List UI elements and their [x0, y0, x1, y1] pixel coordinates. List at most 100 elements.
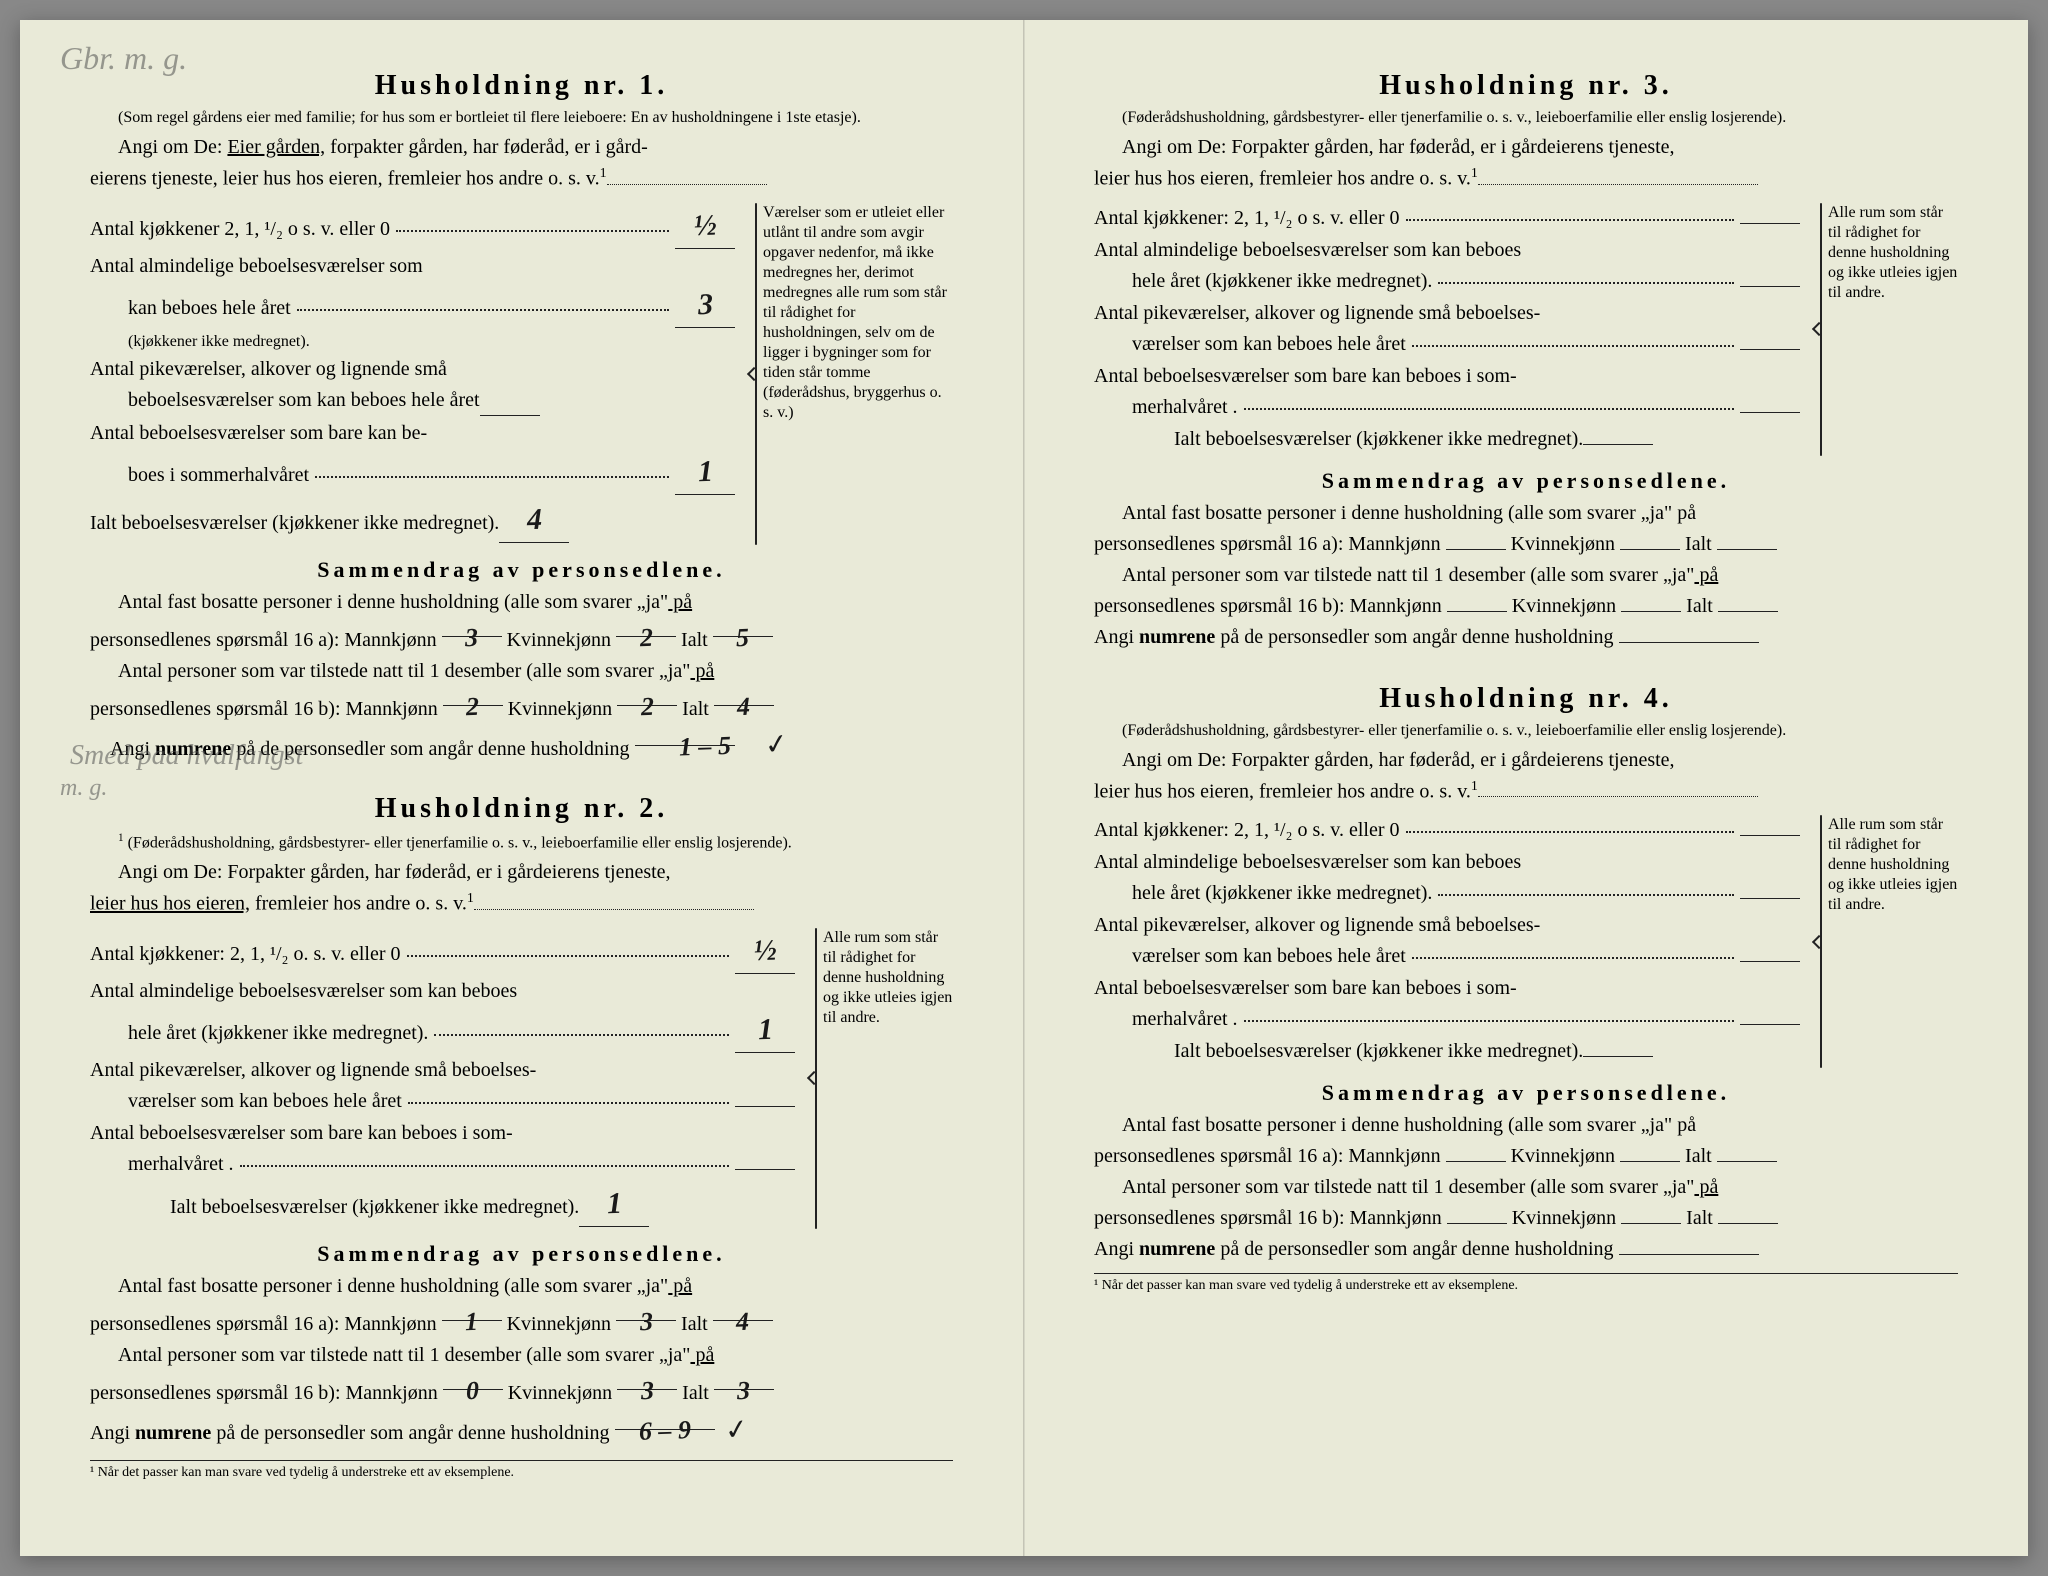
brace-icon	[749, 203, 763, 546]
hh2-fields-row: Antal kjøkkener: 2, 1, ¹/₂ o. s. v. elle…	[90, 928, 953, 1229]
hh1-kjokken: Antal kjøkkener 2, 1, ¹/₂ o s. v. eller …	[90, 203, 735, 249]
hh2-angi-rest: fremleier hos andre o. s. v.	[250, 893, 467, 915]
kv-1: Kvinnekjønn	[507, 629, 611, 651]
til4-k-v	[1621, 1205, 1681, 1224]
hh4-fields: Antal kjøkkener: 2, 1, ¹/₂ o s. v. eller…	[1094, 815, 1800, 1068]
angi-rest1: forpakter gården, har føderåd, er i gård…	[325, 136, 648, 158]
hh4-angi-2t: leier hus hos eieren, fremleier hos andr…	[1094, 780, 1471, 802]
pa-2: på	[690, 660, 714, 682]
dots	[297, 294, 669, 311]
hh4-kjokken: Antal kjøkkener: 2, 1, ¹/₂ o s. v. eller…	[1094, 815, 1800, 845]
sup-4: 1	[1471, 779, 1478, 794]
ja-3: „ja"	[637, 1275, 668, 1297]
fill-2	[474, 891, 754, 910]
kjokken-label-3: Antal kjøkkener: 2, 1, ¹/₂ o s. v. eller…	[1094, 203, 1400, 233]
fast3-l2: personsedlenes spørsmål 16 a): Mannkjønn	[1094, 533, 1441, 555]
hw-tk1: 2	[640, 687, 654, 728]
til4-i-v	[1718, 1205, 1778, 1224]
fast2-l1: Antal fast bosatte personer i denne hush…	[118, 1275, 637, 1297]
til3-l1: Antal personer som var tilstede natt til…	[1122, 564, 1663, 586]
fast4-m-v	[1446, 1143, 1506, 1162]
hw-fk2: 3	[639, 1302, 653, 1343]
hh2-heading: Husholdning nr. 2.	[90, 793, 953, 825]
hh3-angi-2: leier hus hos eieren, fremleier hos andr…	[1094, 163, 1958, 195]
som3-l2: merhalvåret .	[1132, 392, 1238, 422]
dots	[1406, 204, 1735, 221]
hh3-sammendrag-h: Sammendrag av personsedlene.	[1094, 468, 1958, 494]
pencil-note-topleft: Gbr. m. g.	[60, 40, 187, 77]
til4-l2: personsedlenes spørsmål 16 b): Mannkjønn	[1094, 1207, 1442, 1229]
hh4-angi-2: leier hus hos eieren, fremleier hos andr…	[1094, 776, 1958, 808]
fast-k-v: 2	[616, 618, 676, 637]
hh2-til-2: personsedlenes spørsmål 16 b): Mannkjønn…	[90, 1371, 953, 1409]
hh3-kjokken: Antal kjøkkener: 2, 1, ¹/₂ o s. v. eller…	[1094, 203, 1800, 233]
som4-l1: Antal beboelsesværelser som bare kan beb…	[1094, 973, 1800, 1004]
ja-7: „ja"	[1641, 1114, 1672, 1136]
pa-4: på	[690, 1344, 714, 1366]
hh1-alm: kan beboes hele året 3	[90, 282, 735, 328]
til2-i-v: 3	[714, 1371, 774, 1390]
hh1-angi-2: eierens tjeneste, leier hus hos eieren, …	[90, 163, 953, 195]
fast4-l2: personsedlenes spørsmål 16 a): Mannkjønn	[1094, 1145, 1441, 1167]
hw-fi1: 5	[736, 618, 750, 659]
num3-bold: numrene	[1139, 626, 1215, 648]
hh1-sammendrag-h: Sammendrag av personsedlene.	[90, 557, 953, 583]
til-k-v: 2	[617, 687, 677, 706]
pike2-val	[735, 1106, 795, 1107]
pike4-val	[1740, 961, 1800, 962]
ialt-7: Ialt	[1685, 1145, 1712, 1167]
som2-l2: merhalvåret .	[128, 1149, 234, 1179]
page-right: Husholdning nr. 3. (Føderådshusholdning,…	[1024, 20, 2028, 1556]
sup-2: 1	[467, 891, 474, 906]
footnote-right: ¹ Når det passer kan man svare ved tydel…	[1094, 1273, 1958, 1294]
hw-som1: 1	[697, 449, 714, 494]
kjokken-val: ½	[675, 203, 735, 249]
ialt-l: Ialt beboelsesværelser (kjøkkener ikke m…	[90, 508, 499, 538]
hh1-fields: Antal kjøkkener 2, 1, ¹/₂ o s. v. eller …	[90, 203, 735, 546]
hh1-fast-1: Antal fast bosatte personer i denne hush…	[90, 587, 953, 618]
ialt-6: Ialt	[1686, 595, 1713, 617]
dots	[1244, 1005, 1735, 1022]
til4-l1: Antal personer som var tilstede natt til…	[1122, 1176, 1663, 1198]
alm3-val	[1740, 286, 1800, 287]
hw-tm1: 2	[466, 687, 480, 728]
hh3-sommer: merhalvåret .	[1094, 392, 1800, 422]
hh1-fast-2: personsedlenes spørsmål 16 a): Mannkjønn…	[90, 618, 953, 656]
kjokken-val-4	[1740, 835, 1800, 836]
ialt-8: Ialt	[1686, 1207, 1713, 1229]
hh4-alm: hele året (kjøkkener ikke medregnet).	[1094, 878, 1800, 908]
num2-bold: numrene	[135, 1422, 211, 1444]
sidenote-text: Værelser som er utleiet eller utlånt til…	[763, 204, 947, 421]
hh3-fast-2: personsedlenes spørsmål 16 a): Mannkjønn…	[1094, 529, 1958, 560]
til4-m-v	[1447, 1205, 1507, 1224]
pike-l2: beboelsesværelser som kan beboes hele år…	[128, 385, 480, 415]
hh3-alm: hele året (kjøkkener ikke medregnet).	[1094, 266, 1800, 296]
hh3-subnote: (Føderådshusholdning, gårdsbestyrer- ell…	[1094, 108, 1958, 128]
alm2-l2: hele året (kjøkkener ikke medregnet).	[128, 1018, 428, 1048]
brace-icon-2	[809, 928, 823, 1229]
til-m-v: 2	[443, 687, 503, 706]
tick-2: ✓	[722, 1407, 751, 1453]
fast2-m-v: 1	[442, 1302, 502, 1321]
hh1-eier-underlined: Eier gården,	[227, 136, 325, 158]
fill-1	[607, 166, 767, 185]
kjokken-label: Antal kjøkkener 2, 1, ¹/₂ o s. v. eller …	[90, 214, 390, 244]
fill-3	[1478, 166, 1758, 185]
angi-prefix: Angi om De:	[118, 136, 227, 158]
alm-l1: Antal almindelige beboelsesværelser som	[90, 251, 735, 282]
kv-6: Kvinnekjønn	[1512, 595, 1616, 617]
pa-3: på	[668, 1275, 692, 1297]
hh3-sidenote: Alle rum som står til rådighet for denne…	[1818, 203, 1958, 456]
ja-5: „ja"	[1641, 502, 1672, 524]
hh4-fast-2: personsedlenes spørsmål 16 a): Mannkjønn…	[1094, 1141, 1958, 1172]
hh4-fast-1: Antal fast bosatte personer i denne hush…	[1094, 1110, 1958, 1141]
hh2-alm: hele året (kjøkkener ikke medregnet). 1	[90, 1007, 795, 1053]
hh3-til-2: personsedlenes spørsmål 16 b): Mannkjønn…	[1094, 591, 1958, 622]
hh3-numrene: Angi numrene på de personsedler som angå…	[1094, 622, 1958, 653]
hh2-angi-2: leier hus hos eieren, fremleier hos andr…	[90, 888, 953, 920]
hh3-angi-1: Angi om De: Forpakter gården, har føderå…	[1094, 132, 1958, 163]
som-l1: Antal beboelsesværelser som bare kan be-	[90, 418, 735, 449]
pike2-l1: Antal pikeværelser, alkover og lignende …	[90, 1055, 795, 1086]
pa-1: på	[668, 591, 692, 613]
hh1-angi-1: Angi om De: Eier gården, forpakter gårde…	[90, 132, 953, 163]
